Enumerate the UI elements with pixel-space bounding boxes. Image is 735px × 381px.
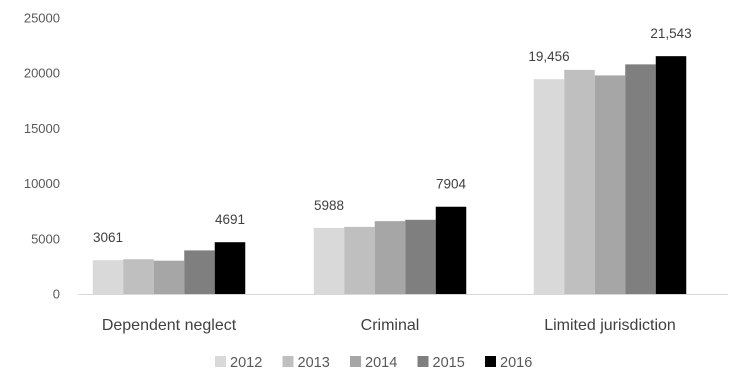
bar-2012-limited-jurisdiction <box>533 79 565 295</box>
bar-2016-criminal <box>435 206 467 294</box>
y-tick-label: 0 <box>53 287 60 302</box>
legend-label: 2014 <box>365 355 397 371</box>
legend-label: 2015 <box>433 355 465 371</box>
y-tick-label: 5000 <box>31 231 60 246</box>
legend-swatch <box>282 356 294 367</box>
data-label: 7904 <box>436 177 467 192</box>
data-label: 21,543 <box>650 26 691 41</box>
legend-swatch <box>350 356 361 367</box>
data-label: 5988 <box>314 198 344 213</box>
y-tick-label: 15000 <box>24 121 60 136</box>
bar-2015-dependent-neglect <box>184 250 215 294</box>
bar-2013-criminal <box>344 226 375 294</box>
bar-2014-dependent-neglect <box>153 260 185 294</box>
y-tick-label: 25000 <box>24 11 60 26</box>
y-axis: 0 5000 10000 15000 20000 25000 <box>24 11 60 302</box>
data-label: 19,456 <box>528 49 569 64</box>
x-axis-categories: Dependent neglect Criminal Limited jurisdi… <box>102 317 676 334</box>
bar-2015-criminal <box>405 219 436 294</box>
x-category-label: Limited jurisdiction <box>544 317 676 334</box>
data-label: 3061 <box>93 230 123 245</box>
x-category-label: Dependent neglect <box>102 317 237 334</box>
bar-2014-limited-jurisdiction <box>594 75 626 295</box>
bar-2012-dependent-neglect <box>92 260 124 294</box>
legend-swatch <box>215 356 226 367</box>
y-tick-label: 10000 <box>24 176 60 191</box>
bar-2013-dependent-neglect <box>123 259 154 294</box>
bar-2016-dependent-neglect <box>214 242 246 294</box>
bar-2016-limited-jurisdiction <box>655 56 687 294</box>
bar-2013-limited-jurisdiction <box>564 69 595 294</box>
y-tick-label: 20000 <box>24 66 60 81</box>
legend: 2012 2013 2014 2015 2016 <box>215 355 532 371</box>
bar-2012-criminal <box>313 227 345 294</box>
data-label: 4691 <box>215 212 245 227</box>
bar-2015-limited-jurisdiction <box>625 64 656 294</box>
legend-label: 2013 <box>298 355 330 371</box>
data-labels: 3061 4691 5988 7904 19,456 21,543 <box>93 26 692 245</box>
legend-swatch <box>485 356 496 367</box>
bars <box>92 56 687 295</box>
legend-label: 2012 <box>230 355 262 371</box>
legend-label: 2016 <box>500 355 532 371</box>
x-category-label: Criminal <box>361 317 420 334</box>
bar-2014-criminal <box>374 221 406 294</box>
legend-swatch <box>417 356 429 367</box>
